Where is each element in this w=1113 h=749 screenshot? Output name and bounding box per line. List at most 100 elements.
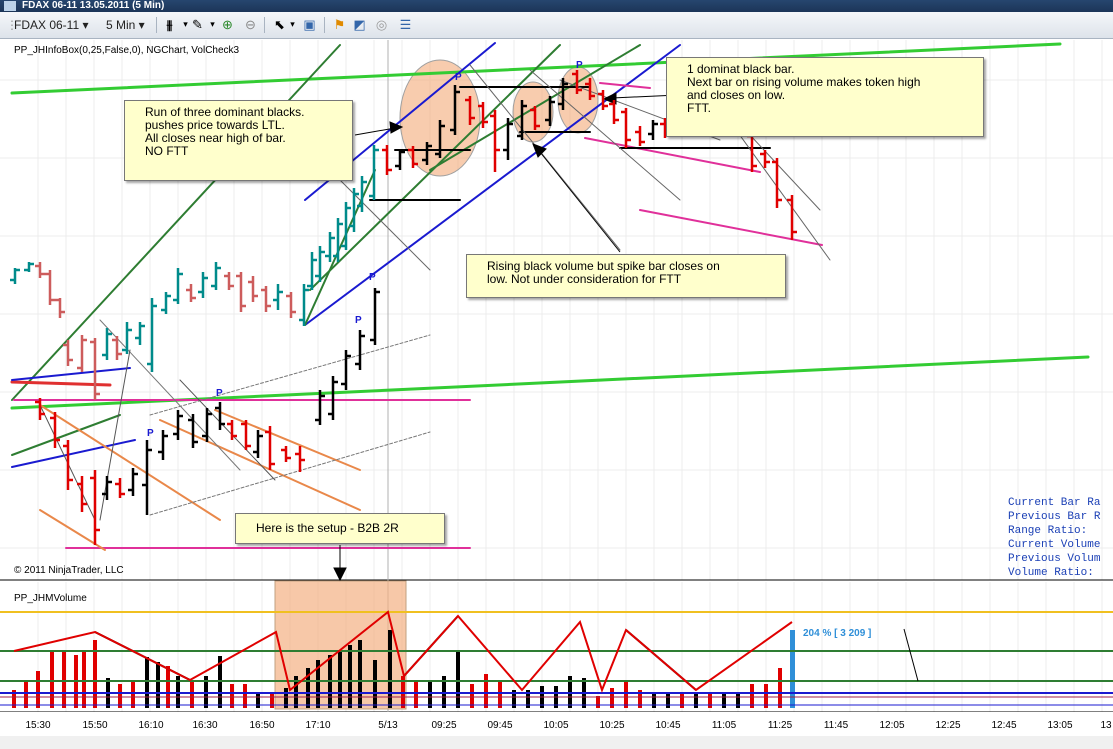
volume-bar bbox=[652, 694, 656, 708]
price-bar bbox=[102, 328, 112, 360]
callout-rising-black-volume[interactable]: Rising black volume but spike bar closes… bbox=[466, 254, 786, 298]
volume-bar bbox=[243, 684, 247, 708]
volume-bar bbox=[348, 645, 352, 708]
pointer-dropdown-icon[interactable]: ▾ bbox=[290, 19, 295, 29]
price-bar bbox=[211, 262, 221, 290]
price-bar bbox=[328, 376, 338, 420]
toolbar-separator bbox=[324, 17, 325, 33]
bar-type-dropdown-icon[interactable]: ▾ bbox=[183, 19, 188, 29]
volume-bar bbox=[708, 694, 712, 708]
price-bars bbox=[10, 70, 797, 545]
infobox-line: Previous Volum bbox=[1008, 553, 1101, 565]
price-bar bbox=[115, 478, 125, 498]
instrument-selector[interactable]: FDAX 06-11 ▾ bbox=[14, 18, 89, 32]
callout-dominant-blacks[interactable]: Run of three dominant blacks. pushes pri… bbox=[124, 100, 353, 181]
price-bar bbox=[545, 96, 555, 126]
callout-line: Run of three dominant blacks. bbox=[145, 105, 305, 119]
instrument-label: FDAX 06-11 bbox=[14, 18, 80, 32]
price-bar bbox=[648, 120, 658, 140]
callout-line: NO FTT bbox=[145, 144, 189, 158]
volume-bar bbox=[373, 660, 377, 708]
volume-bar bbox=[82, 650, 86, 708]
volume-bar bbox=[750, 684, 754, 708]
chart-list-icon[interactable]: ☰ bbox=[399, 17, 412, 32]
price-bar bbox=[341, 202, 351, 250]
toolbar-grip-icon: ⋮ bbox=[6, 18, 18, 32]
volume-bar bbox=[156, 662, 160, 708]
price-bar bbox=[186, 284, 196, 302]
strategies-icon[interactable]: ⚑ bbox=[333, 17, 346, 32]
callout-dominant-black-bar[interactable]: 1 dominat black bar. Next bar on rising … bbox=[666, 57, 984, 137]
time-axis-label: 12:45 bbox=[991, 720, 1017, 731]
volume-bar bbox=[50, 651, 54, 708]
price-bar bbox=[102, 476, 112, 500]
volume-bar bbox=[62, 650, 66, 708]
bar-type-icon[interactable]: ⫵ bbox=[166, 17, 173, 32]
pen-dropdown-icon[interactable]: ▾ bbox=[210, 19, 215, 29]
price-bar bbox=[198, 272, 208, 298]
price-bar bbox=[787, 195, 797, 240]
pointer-icon[interactable]: ⬉ bbox=[274, 17, 285, 32]
drawing-pen-icon[interactable]: ✎ bbox=[192, 17, 203, 32]
price-bar bbox=[395, 150, 405, 170]
price-panel-indicator-label: PP_JHInfoBox(0,25,False,0), NGChart, Vol… bbox=[14, 45, 240, 56]
price-bar bbox=[503, 118, 513, 160]
price-bar bbox=[299, 284, 309, 326]
volume-bar bbox=[526, 690, 530, 708]
price-bar bbox=[135, 322, 145, 345]
price-bar bbox=[369, 145, 379, 200]
callout-setup[interactable]: Here is the setup - B2B 2R bbox=[235, 513, 445, 544]
volume-bar bbox=[145, 657, 149, 708]
toolbar-separator bbox=[264, 17, 265, 33]
zoom-out-icon[interactable]: ⊖ bbox=[245, 17, 256, 32]
volume-bar bbox=[12, 690, 16, 708]
interval-selector[interactable]: 5 Min ▾ bbox=[106, 18, 145, 32]
data-box-icon[interactable]: ▣ bbox=[303, 17, 316, 32]
copyright-label: © 2011 NinjaTrader, LLC bbox=[14, 565, 124, 576]
indicators-icon[interactable]: ◩ bbox=[353, 17, 366, 32]
price-bar bbox=[63, 340, 73, 366]
price-bar bbox=[315, 246, 325, 282]
price-bar bbox=[408, 146, 418, 168]
current-volume-bar bbox=[790, 630, 795, 708]
volume-bar bbox=[190, 682, 194, 708]
zoom-in-icon[interactable]: ⊕ bbox=[222, 17, 233, 32]
time-axis-label: 13 bbox=[1100, 720, 1112, 731]
price-bar bbox=[273, 284, 283, 310]
price-bar bbox=[142, 440, 152, 515]
volume-bar bbox=[638, 690, 642, 708]
pivot-marker: P bbox=[355, 315, 362, 326]
price-bar bbox=[202, 408, 212, 442]
window-title: FDAX 06-11 13.05.2011 (5 Min) bbox=[22, 0, 165, 11]
price-bar bbox=[227, 420, 237, 440]
price-bar bbox=[265, 426, 275, 470]
price-bar bbox=[772, 158, 782, 208]
volume-bar bbox=[512, 690, 516, 708]
chart-toolbar: ⋮ FDAX 06-11 ▾ 5 Min ▾ ⫵ ▾ ✎ ▾ ⊕ ⊖ ⬉ ▾ ▣… bbox=[0, 12, 1113, 39]
time-axis-label: 17:10 bbox=[305, 720, 331, 731]
price-bar bbox=[236, 272, 246, 312]
price-bar bbox=[10, 268, 20, 284]
price-bar bbox=[530, 106, 540, 130]
time-axis-label: 12:05 bbox=[879, 720, 905, 731]
volume-panel-indicator-label: PP_JHMVolume bbox=[14, 593, 87, 604]
time-axis-label: 16:10 bbox=[138, 720, 164, 731]
price-bar bbox=[747, 132, 757, 172]
price-bar bbox=[173, 410, 183, 440]
price-bar bbox=[422, 142, 432, 165]
pivot-marker: P bbox=[576, 60, 583, 71]
volume-bar bbox=[388, 630, 392, 708]
volume-bar bbox=[306, 668, 310, 708]
price-bar bbox=[112, 336, 122, 360]
infobox-line: Range Ratio: bbox=[1008, 525, 1088, 537]
volume-bar bbox=[166, 666, 170, 708]
volume-bar bbox=[456, 651, 460, 708]
time-axis-label: 13:05 bbox=[1047, 720, 1073, 731]
volume-bar bbox=[680, 692, 684, 708]
callout-line: pushes price towards LTL. bbox=[145, 118, 285, 132]
infobox-line: Current Volume bbox=[1008, 539, 1101, 551]
time-axis: 15:30 15:50 16:10 16:30 16:50 17:10 5/13… bbox=[0, 712, 1113, 736]
window-titlebar: FDAX 06-11 13.05.2011 (5 Min) bbox=[0, 0, 1113, 12]
properties-icon[interactable]: ◎ bbox=[375, 17, 388, 32]
pivot-marker: P bbox=[455, 72, 462, 83]
